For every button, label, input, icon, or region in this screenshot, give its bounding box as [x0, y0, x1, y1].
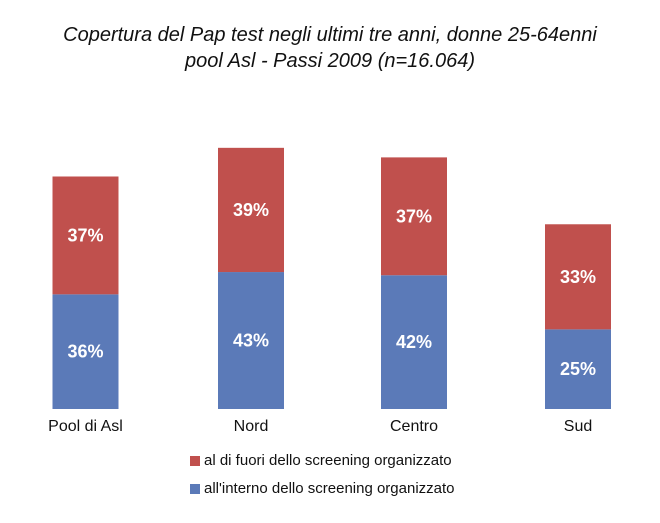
data-label: 42%	[396, 332, 432, 352]
category-label: Centro	[390, 418, 438, 435]
category-label: Sud	[564, 418, 592, 435]
category-label: Nord	[234, 418, 269, 435]
legend-label-inside: all'interno dello screening organizzato	[204, 480, 455, 497]
bar-inside-0	[52, 294, 119, 409]
bar-outside-0	[52, 176, 119, 295]
chart-subtitle: pool Asl - Passi 2009 (n=16.064)	[185, 50, 475, 72]
legend-item-outside: al di fuori dello screening organizzato	[190, 452, 452, 469]
bar-inside-1	[218, 272, 284, 409]
data-label: 43%	[233, 331, 269, 351]
legend-swatch-inside	[190, 483, 200, 494]
category-label: Pool di Asl	[48, 418, 123, 435]
bar-inside-3	[545, 329, 611, 409]
bar-outside-3	[545, 224, 611, 330]
data-label: 37%	[67, 225, 103, 245]
data-label: 33%	[560, 267, 596, 287]
chart-title: Copertura del Pap test negli ultimi tre …	[63, 24, 597, 46]
bar-inside-2	[381, 275, 447, 409]
legend-item-inside: all'interno dello screening organizzato	[190, 480, 455, 497]
data-label: 39%	[233, 200, 269, 220]
legend-label-outside: al di fuori dello screening organizzato	[204, 452, 452, 469]
data-label: 37%	[396, 206, 432, 226]
bar-outside-1	[218, 147, 284, 273]
legend-swatch-outside	[190, 455, 200, 466]
data-label: 36%	[67, 342, 103, 362]
bar-outside-2	[381, 157, 447, 276]
data-label: 25%	[560, 359, 596, 379]
